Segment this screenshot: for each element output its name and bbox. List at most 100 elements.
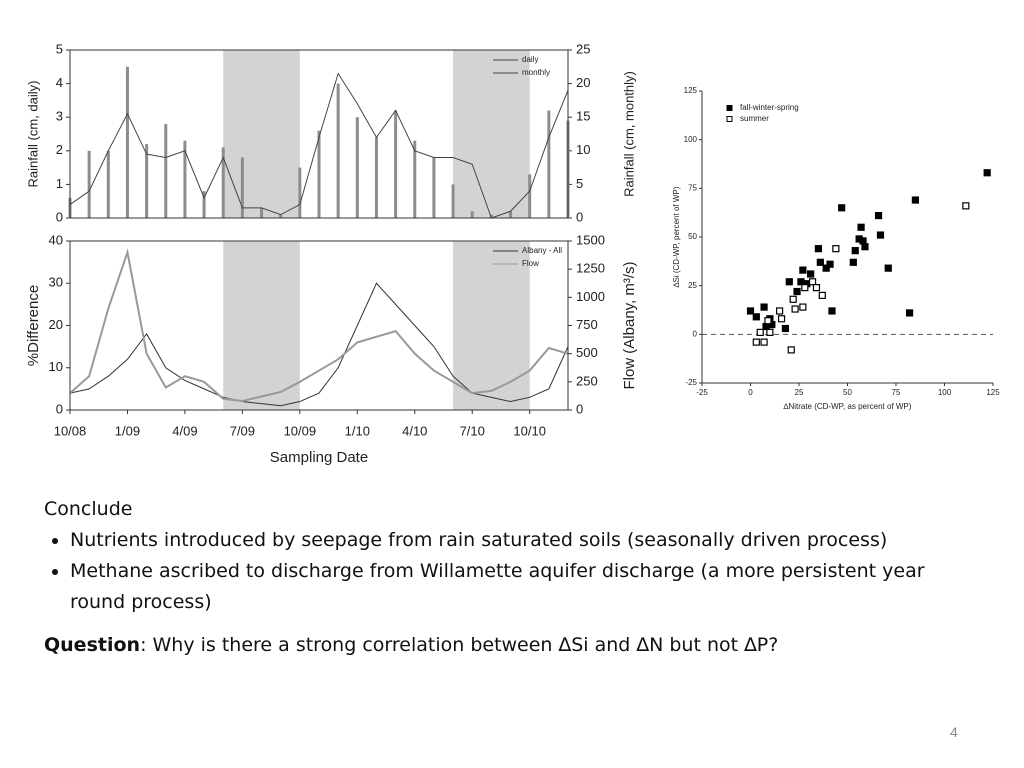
y-axis-label: %Difference [25,285,42,366]
point [861,243,869,251]
x-tick-label: -25 [696,388,708,397]
text-body: Conclude Nutrients introduced by seepage… [44,494,984,661]
point [777,315,786,323]
legend-label: summer [740,114,769,123]
page-number: 4 [950,724,958,740]
point [884,264,892,272]
point [799,266,807,274]
plot-frame [69,49,569,219]
point [752,313,760,321]
y-tick-label: 40 [49,232,63,247]
rain-bar [451,184,455,218]
y2-axis-label: Rainfall (cm, monthly) [621,71,636,197]
y-tick-label: 0 [56,209,63,224]
y-tick-label: 125 [684,86,698,95]
rain-bar [221,147,225,218]
rain-bar [106,150,110,218]
x-axis-label: Sampling Date [270,449,368,466]
y-tick-label: 1 [56,176,63,191]
bullet: Nutrients introduced by seepage from rai… [70,525,984,556]
rain-bar [509,211,513,218]
point [822,264,830,272]
x-tick-label: 0 [748,388,753,397]
heading: Conclude [44,498,133,520]
point [799,303,807,311]
series-line [69,72,569,219]
rain-bar [260,207,264,218]
point [781,324,790,333]
y2-tick-label: 25 [576,41,590,56]
y-tick-label: 3 [56,109,63,124]
rain-bar [87,150,91,218]
y-tick-label: 75 [688,183,697,192]
point [807,270,815,278]
point [785,278,793,286]
rain-bar [125,66,129,218]
legend-label: fall-winter-spring [740,103,799,112]
y2-tick-label: 250 [576,373,598,388]
rain-bar [394,110,398,218]
y-axis-label: Rainfall (cm, daily) [25,81,40,188]
rain-bar [317,130,321,218]
rain-bar [547,110,551,218]
rain-bar [489,214,493,218]
point [746,307,755,315]
x-tick-label: 125 [986,388,1000,397]
point [760,303,768,311]
rain-bar [183,140,187,218]
x-tick-label: 4/10 [402,423,427,438]
series-line [69,282,569,407]
y-tick-label: 5 [56,41,63,56]
point [775,307,784,315]
y-tick-label: -25 [685,378,697,387]
question-text: : Why is there a strong correlation betw… [140,634,779,656]
y2-tick-label: 750 [576,317,598,332]
rain-bar [202,191,206,218]
point [764,317,772,325]
point [766,328,774,336]
y2-tick-label: 20 [576,75,590,90]
rain-bar [279,214,283,218]
point [849,258,857,266]
point [760,338,768,346]
y-tick-label: 100 [684,135,698,144]
legend-marker [726,116,733,122]
y2-tick-label: 0 [576,401,583,416]
y-tick-label: 0 [56,401,63,416]
y2-tick-label: 10 [576,142,590,157]
y-tick-label: 2 [56,142,63,157]
rain-bar [145,144,149,218]
shaded-period [223,50,300,218]
point [962,202,970,210]
point [911,196,920,204]
bullet: Methane ascribed to discharge from Willa… [70,556,984,618]
point [808,278,817,286]
y2-tick-label: 500 [576,345,598,360]
point [876,231,885,239]
point [983,169,991,177]
rain-bar [528,174,532,218]
y-tick-label: 4 [56,75,63,90]
rain-bar [374,137,378,218]
rain-bar [413,140,417,218]
y2-tick-label: 15 [576,109,590,124]
axes [701,91,993,384]
x-tick-label: 10/09 [284,423,317,438]
shaded-period [223,241,300,410]
point [791,305,799,313]
y-tick-label: 30 [49,275,63,290]
point [905,309,914,317]
point [756,328,764,336]
point [874,211,883,220]
y2-tick-label: 1500 [576,232,605,247]
rain-bar [432,157,436,218]
point [814,245,823,253]
legend-marker [726,105,733,111]
plot-frame [69,240,569,411]
series-line [69,248,569,403]
point [752,338,760,346]
x-tick-label: 7/09 [230,423,255,438]
rain-bar [336,83,340,218]
point [812,284,821,292]
